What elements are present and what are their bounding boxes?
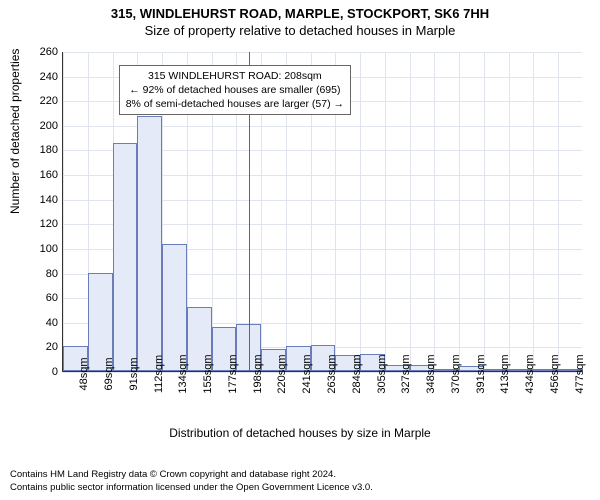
x-tick-label: 241sqm [301,354,313,393]
y-tick-label: 80 [28,268,58,280]
y-tick-label: 240 [28,71,58,83]
x-tick-label: 155sqm [202,354,214,393]
annotation-box: 315 WINDLEHURST ROAD: 208sqm ← 92% of de… [119,65,351,116]
x-tick-label: 413sqm [499,354,511,393]
x-tick-label: 198sqm [252,354,264,393]
x-tick-label: 48sqm [78,357,90,390]
histogram-bar [162,244,187,371]
y-tick-label: 260 [28,46,58,58]
y-tick-label: 200 [28,120,58,132]
gridline-v [484,52,485,371]
gridline-h [63,52,582,53]
footer-line2: Contains public sector information licen… [10,482,373,494]
y-tick-label: 40 [28,317,58,329]
annotation-line2: ← 92% of detached houses are smaller (69… [126,83,344,97]
plot-area: 315 WINDLEHURST ROAD: 208sqm ← 92% of de… [62,52,582,372]
x-tick-label: 177sqm [227,354,239,393]
gridline-v [410,52,411,371]
x-tick-label: 220sqm [276,354,288,393]
gridline-v [459,52,460,371]
y-tick-label: 180 [28,144,58,156]
x-tick-label: 327sqm [400,354,412,393]
y-tick-label: 60 [28,292,58,304]
y-tick-label: 140 [28,194,58,206]
x-tick-label: 477sqm [574,354,586,393]
x-tick-label: 434sqm [524,354,536,393]
x-tick-label: 134sqm [177,354,189,393]
x-tick-label: 370sqm [450,354,462,393]
y-tick-label: 20 [28,341,58,353]
gridline-v [533,52,534,371]
y-tick-label: 220 [28,95,58,107]
gridline-v [360,52,361,371]
x-tick-label: 69sqm [103,357,115,390]
x-tick-label: 305sqm [376,354,388,393]
x-tick-label: 348sqm [425,354,437,393]
gridline-v [385,52,386,371]
footer: Contains HM Land Registry data © Crown c… [10,469,373,494]
histogram-bar [88,273,113,371]
gridline-v [434,52,435,371]
annotation-line3: 8% of semi-detached houses are larger (5… [126,97,344,111]
y-tick-label: 100 [28,243,58,255]
x-tick-label: 263sqm [326,354,338,393]
chart-container: Number of detached properties 315 WINDLE… [0,44,600,444]
y-tick-label: 120 [28,218,58,230]
histogram-bar [113,143,138,371]
annotation-line1: 315 WINDLEHURST ROAD: 208sqm [126,69,344,83]
y-tick-label: 160 [28,169,58,181]
page-subtitle: Size of property relative to detached ho… [0,21,600,44]
gridline-v [63,52,64,371]
x-tick-label: 284sqm [351,354,363,393]
x-tick-label: 112sqm [153,355,165,393]
x-tick-label: 456sqm [549,354,561,393]
gridline-v [509,52,510,371]
y-tick-label: 0 [28,366,58,378]
page-title: 315, WINDLEHURST ROAD, MARPLE, STOCKPORT… [0,0,600,21]
x-tick-label: 91sqm [128,357,140,390]
gridline-v [558,52,559,371]
histogram-bar [137,116,162,371]
footer-line1: Contains HM Land Registry data © Crown c… [10,469,373,481]
y-axis-label: Number of detached properties [8,49,22,214]
x-tick-label: 391sqm [475,354,487,393]
x-axis-label: Distribution of detached houses by size … [0,426,600,440]
